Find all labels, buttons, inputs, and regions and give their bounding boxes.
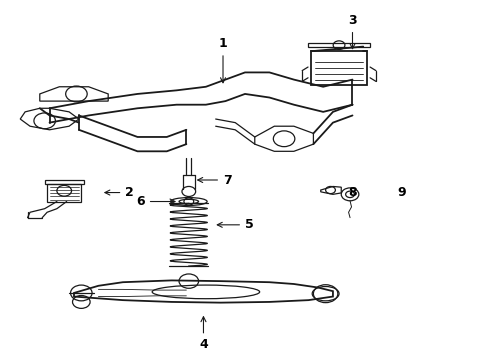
Text: 9: 9 xyxy=(397,186,406,199)
Text: 1: 1 xyxy=(219,37,227,83)
Text: 5: 5 xyxy=(217,218,254,231)
Text: 2: 2 xyxy=(105,186,134,199)
Text: 3: 3 xyxy=(348,14,357,49)
Text: 4: 4 xyxy=(199,317,208,351)
Text: 7: 7 xyxy=(197,174,232,186)
Text: 6: 6 xyxy=(136,195,175,208)
Text: 8: 8 xyxy=(348,186,357,199)
